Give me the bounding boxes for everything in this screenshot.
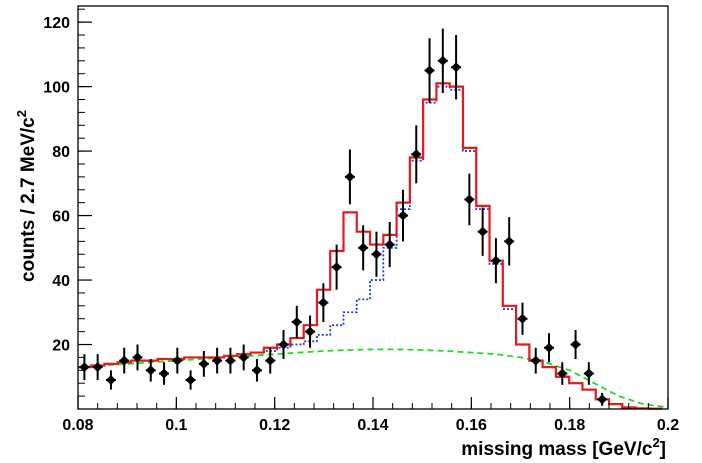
- x-tick-label: 0.18: [554, 417, 585, 434]
- data-point: [265, 355, 276, 366]
- y-tick-label: 100: [43, 80, 70, 97]
- data-point: [371, 249, 382, 260]
- data-point: [530, 355, 541, 366]
- data-point: [278, 339, 289, 350]
- data-point: [132, 352, 143, 363]
- data-point: [504, 236, 515, 247]
- data-point: [331, 262, 342, 273]
- data-point: [517, 313, 528, 324]
- data-point: [251, 365, 262, 376]
- data-point: [397, 210, 408, 221]
- x-tick-label: 0.1: [165, 417, 187, 434]
- data-point: [570, 339, 581, 350]
- x-axis-title: missing mass [GeV/c2]: [461, 435, 666, 460]
- data-point: [185, 374, 196, 385]
- x-tick-label: 0.12: [259, 417, 290, 434]
- y-tick-labels: 20 40 60 80 100 120: [43, 15, 70, 354]
- x-tick-label: 0.08: [62, 417, 93, 434]
- data-point: [119, 355, 130, 366]
- data-point: [145, 365, 156, 376]
- data-point: [291, 316, 302, 327]
- y-tick-label: 60: [52, 209, 70, 226]
- series-layer: [77, 82, 669, 410]
- data-point: [424, 65, 435, 76]
- x-tick-label: 0.14: [357, 417, 388, 434]
- data-point: [583, 368, 594, 379]
- y-axis-title: counts / 2.7 MeV/c2: [14, 110, 39, 282]
- data-point: [305, 326, 316, 337]
- y-tick-label: 120: [43, 15, 70, 32]
- data-point: [358, 242, 369, 253]
- data-point: [437, 55, 448, 66]
- y-tick-label: 40: [52, 273, 70, 290]
- data-point: [451, 62, 462, 73]
- data-point: [344, 171, 355, 182]
- data-point: [225, 355, 236, 366]
- data-point: [318, 297, 329, 308]
- data-point: [172, 355, 183, 366]
- data-point: [92, 362, 103, 373]
- y-tick-label: 20: [52, 338, 70, 355]
- data-point: [557, 368, 568, 379]
- series-dashed-line: [77, 348, 669, 409]
- series-solid-line: [78, 82, 663, 410]
- data-point: [105, 374, 116, 385]
- data-point: [212, 355, 223, 366]
- data-point: [544, 342, 555, 353]
- x-tick-label: 0.2: [657, 417, 679, 434]
- data-point: [79, 362, 90, 373]
- data-point: [411, 149, 422, 160]
- data-point: [198, 358, 209, 369]
- data-point: [384, 239, 395, 250]
- x-tick-label: 0.16: [456, 417, 487, 434]
- x-tick-labels: 0.08 0.1 0.12 0.14 0.16 0.18 0.2: [62, 417, 679, 434]
- data-point: [159, 368, 170, 379]
- data-point: [490, 255, 501, 266]
- data-point: [238, 352, 249, 363]
- data-point: [464, 194, 475, 205]
- data-point: [597, 394, 608, 405]
- data-point: [477, 226, 488, 237]
- data-points-layer: [79, 28, 608, 406]
- series-dotted-line: [78, 85, 663, 410]
- y-tick-label: 80: [52, 144, 70, 161]
- ticks-layer: [77, 8, 669, 410]
